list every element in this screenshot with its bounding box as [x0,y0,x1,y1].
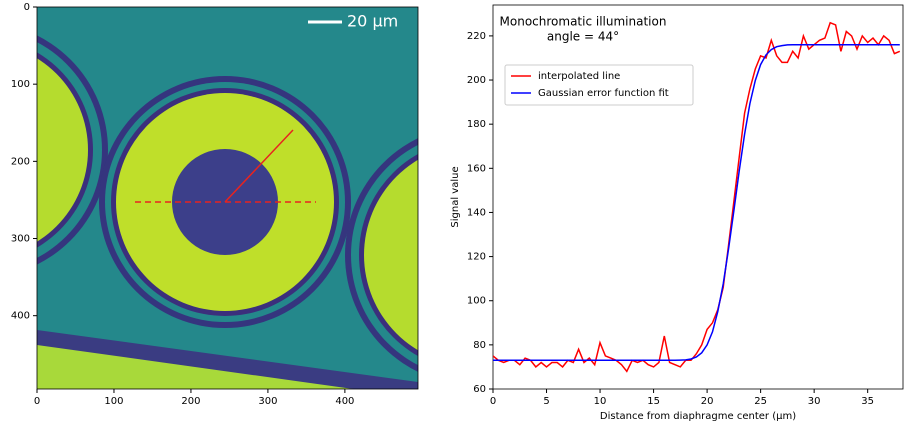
series-line [493,21,901,373]
image-frame [36,6,419,390]
x-tick-label: 0 [490,396,496,407]
x-tick-label: 25 [754,396,767,407]
y-tick-label: 200 [467,75,486,86]
x-tick-label: 100 [104,396,123,407]
annotation: angle = 44° [547,30,619,44]
y-tick-label: 220 [467,31,486,42]
scale-bar-label: 20 µm [347,12,398,31]
x-tick-label: 0 [34,396,40,407]
x-tick-label: 200 [181,396,200,407]
microscope-image [37,7,418,389]
y-tick-label: 300 [11,234,30,245]
y-tick-label: 140 [467,207,486,218]
annotation: Monochromatic illumination [500,15,667,29]
x-tick-label: 20 [701,396,714,407]
y-tick-label: 60 [473,384,486,395]
y-tick-label: 180 [467,119,486,130]
x-tick-label: 10 [594,396,607,407]
y-axis-label: Signal value [450,166,461,227]
y-tick-label: 200 [11,156,30,167]
y-tick-label: 160 [467,163,486,174]
x-tick-label: 5 [543,396,549,407]
x-tick-label: 30 [808,396,821,407]
y-tick-label: 80 [473,340,486,351]
x-tick-label: 300 [258,396,277,407]
legend-label: interpolated line [538,71,620,82]
x-tick-label: 15 [647,396,660,407]
legend-label: Gaussian error function fit [538,88,669,99]
plot-frame [492,4,904,390]
y-tick-label: 100 [11,79,30,90]
y-tick-label: 0 [24,2,30,13]
legend-box [504,64,694,106]
x-tick-label: 35 [861,396,874,407]
x-axis-label: Distance from diaphragme center (µm) [600,411,796,422]
y-tick-label: 100 [467,296,486,307]
y-tick-label: 400 [11,311,30,322]
series-line [493,43,900,362]
x-tick-label: 400 [335,396,354,407]
y-tick-label: 120 [467,252,486,263]
